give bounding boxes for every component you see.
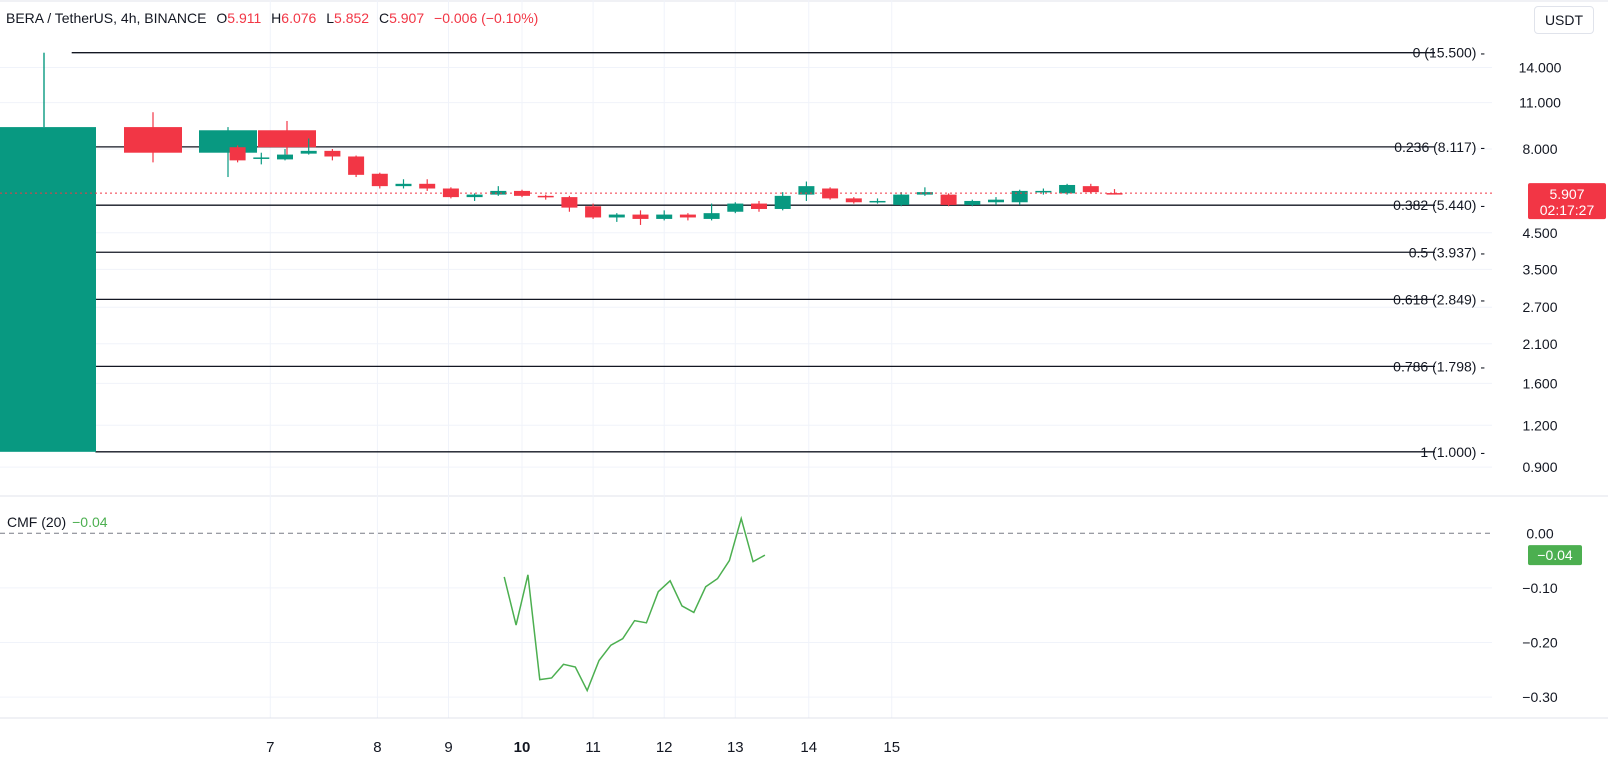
candle-up [916,192,933,195]
candle-up [964,200,981,205]
candle-down [561,197,578,208]
cmf-legend: CMF (20) −0.04 [7,514,108,530]
time-axis-label: 15 [883,739,900,756]
change-value: −0.006 (−0.10%) [434,10,539,26]
fib-level-label: 0.5 (3.937) - [1409,244,1486,260]
candle-down [632,214,649,219]
cmf-badge-text: −0.04 [1537,547,1573,563]
time-axis-label: 13 [727,739,744,756]
fib-level-label: 1 (1.000) - [1420,444,1485,460]
cmf-line [503,515,766,693]
candle-down [324,150,341,157]
candle-up [727,203,744,212]
fib-level-label: 0.382 (5.440) - [1393,197,1485,213]
candle-up [1059,184,1076,194]
time-axis-label: 11 [585,739,601,756]
candle-up [656,214,673,219]
low-label: L [326,10,335,26]
cmf-indicator-name[interactable]: CMF (20) [7,514,67,530]
time-axis-label: 7 [266,739,274,756]
price-axis-label: 3.500 [1522,261,1557,277]
candle-up [869,200,886,203]
candle-up [798,186,815,195]
candle-up [988,199,1004,203]
price-axis-label: 1.200 [1522,417,1557,433]
candle-up [466,194,483,198]
last-price-badge [1528,183,1606,220]
cmf-value-badge [1528,545,1582,566]
candle-down [585,206,602,218]
open-label: O [216,10,228,26]
fib-level-label: 0.236 (8.117) - [1394,139,1485,155]
candle-up [893,194,910,205]
candle-down [845,198,862,203]
price-axis-label: 11.000 [1519,95,1561,111]
candle-up [277,154,293,160]
candle-down [419,183,436,189]
time-axis-label: 10 [514,739,531,756]
candle-up [253,157,270,159]
candle-down [124,127,182,153]
candle-down [258,130,316,148]
candle-down [229,147,246,161]
candle-up [199,130,257,153]
candle-down [679,214,696,218]
candle-up [608,214,625,218]
fib-retracement-levels[interactable]: 0 (15.500) - 0.236 (8.117) - 0.382 (5.440)… [71,45,1486,460]
time-axis-label: 9 [444,739,452,756]
time-axis-label: 12 [656,739,673,756]
time-axis-label: 8 [373,739,381,756]
fib-level-label: 0 (15.500) - [1413,45,1486,61]
time-axis-label: 14 [800,739,817,756]
cmf-axis-label: 0.00 [1526,525,1553,541]
candle-down [537,195,554,198]
candle-up [774,195,791,209]
last-price-countdown: 02:17:27 [1540,202,1595,218]
price-axis-label: 1.600 [1522,375,1557,391]
cmf-pane: 0.00 −0.10 −0.20 −0.30 −0.04 [0,515,1582,705]
candle-down [348,156,365,175]
cmf-axis-label: −0.20 [1522,634,1558,650]
close-label: C [378,10,390,26]
candle-up [1035,190,1052,193]
last-price-value: 5.907 [1549,186,1584,202]
cmf-current-value: −0.04 [72,514,108,530]
candle-down [1106,193,1123,195]
candle-up [1011,190,1028,203]
price-axis-label: 4.500 [1522,225,1557,241]
candle-up [0,127,96,452]
low-value: 5.852 [334,10,370,26]
symbol-legend: BERA / TetherUS, 4h, BINANCE O5.911 H6.0… [6,10,538,26]
candle-down [1082,186,1099,193]
time-axis[interactable]: 7 8 9 10 11 12 13 14 15 [0,717,1608,756]
price-axis-label: 8.000 [1522,141,1557,157]
candle-down [751,203,767,209]
cmf-axis-label: −0.10 [1522,580,1558,596]
price-axis-label: 2.700 [1522,299,1557,315]
candle-up [703,213,720,219]
high-value: 6.076 [281,10,317,26]
candle-up [300,150,317,154]
candle-up [490,190,507,195]
price-candles [0,52,1123,452]
fib-level-label: 0.786 (1.798) - [1393,358,1485,374]
high-label: H [271,10,282,26]
candle-up [395,183,412,187]
price-axis[interactable]: 14.000 11.000 8.000 4.500 3.500 2.700 2.100 1.6… [1519,60,1562,476]
price-axis-label: 0.900 [1522,459,1557,475]
symbol-title[interactable]: BERA / TetherUS, 4h, BINANCE [6,10,207,26]
cmf-axis-label: −0.30 [1522,689,1558,705]
close-value: 5.907 [389,10,425,26]
price-axis-label: 14.000 [1519,60,1562,76]
open-value: 5.911 [227,10,262,26]
chart-grid [0,0,1608,718]
candle-down [371,173,388,187]
price-axis-label: 2.100 [1522,336,1557,352]
fib-level-label: 0.618 (2.849) - [1393,291,1485,307]
candle-down [940,194,957,205]
currency-button[interactable]: USDT [1534,6,1594,34]
